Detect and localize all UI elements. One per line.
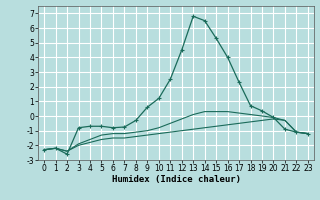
X-axis label: Humidex (Indice chaleur): Humidex (Indice chaleur) (111, 175, 241, 184)
